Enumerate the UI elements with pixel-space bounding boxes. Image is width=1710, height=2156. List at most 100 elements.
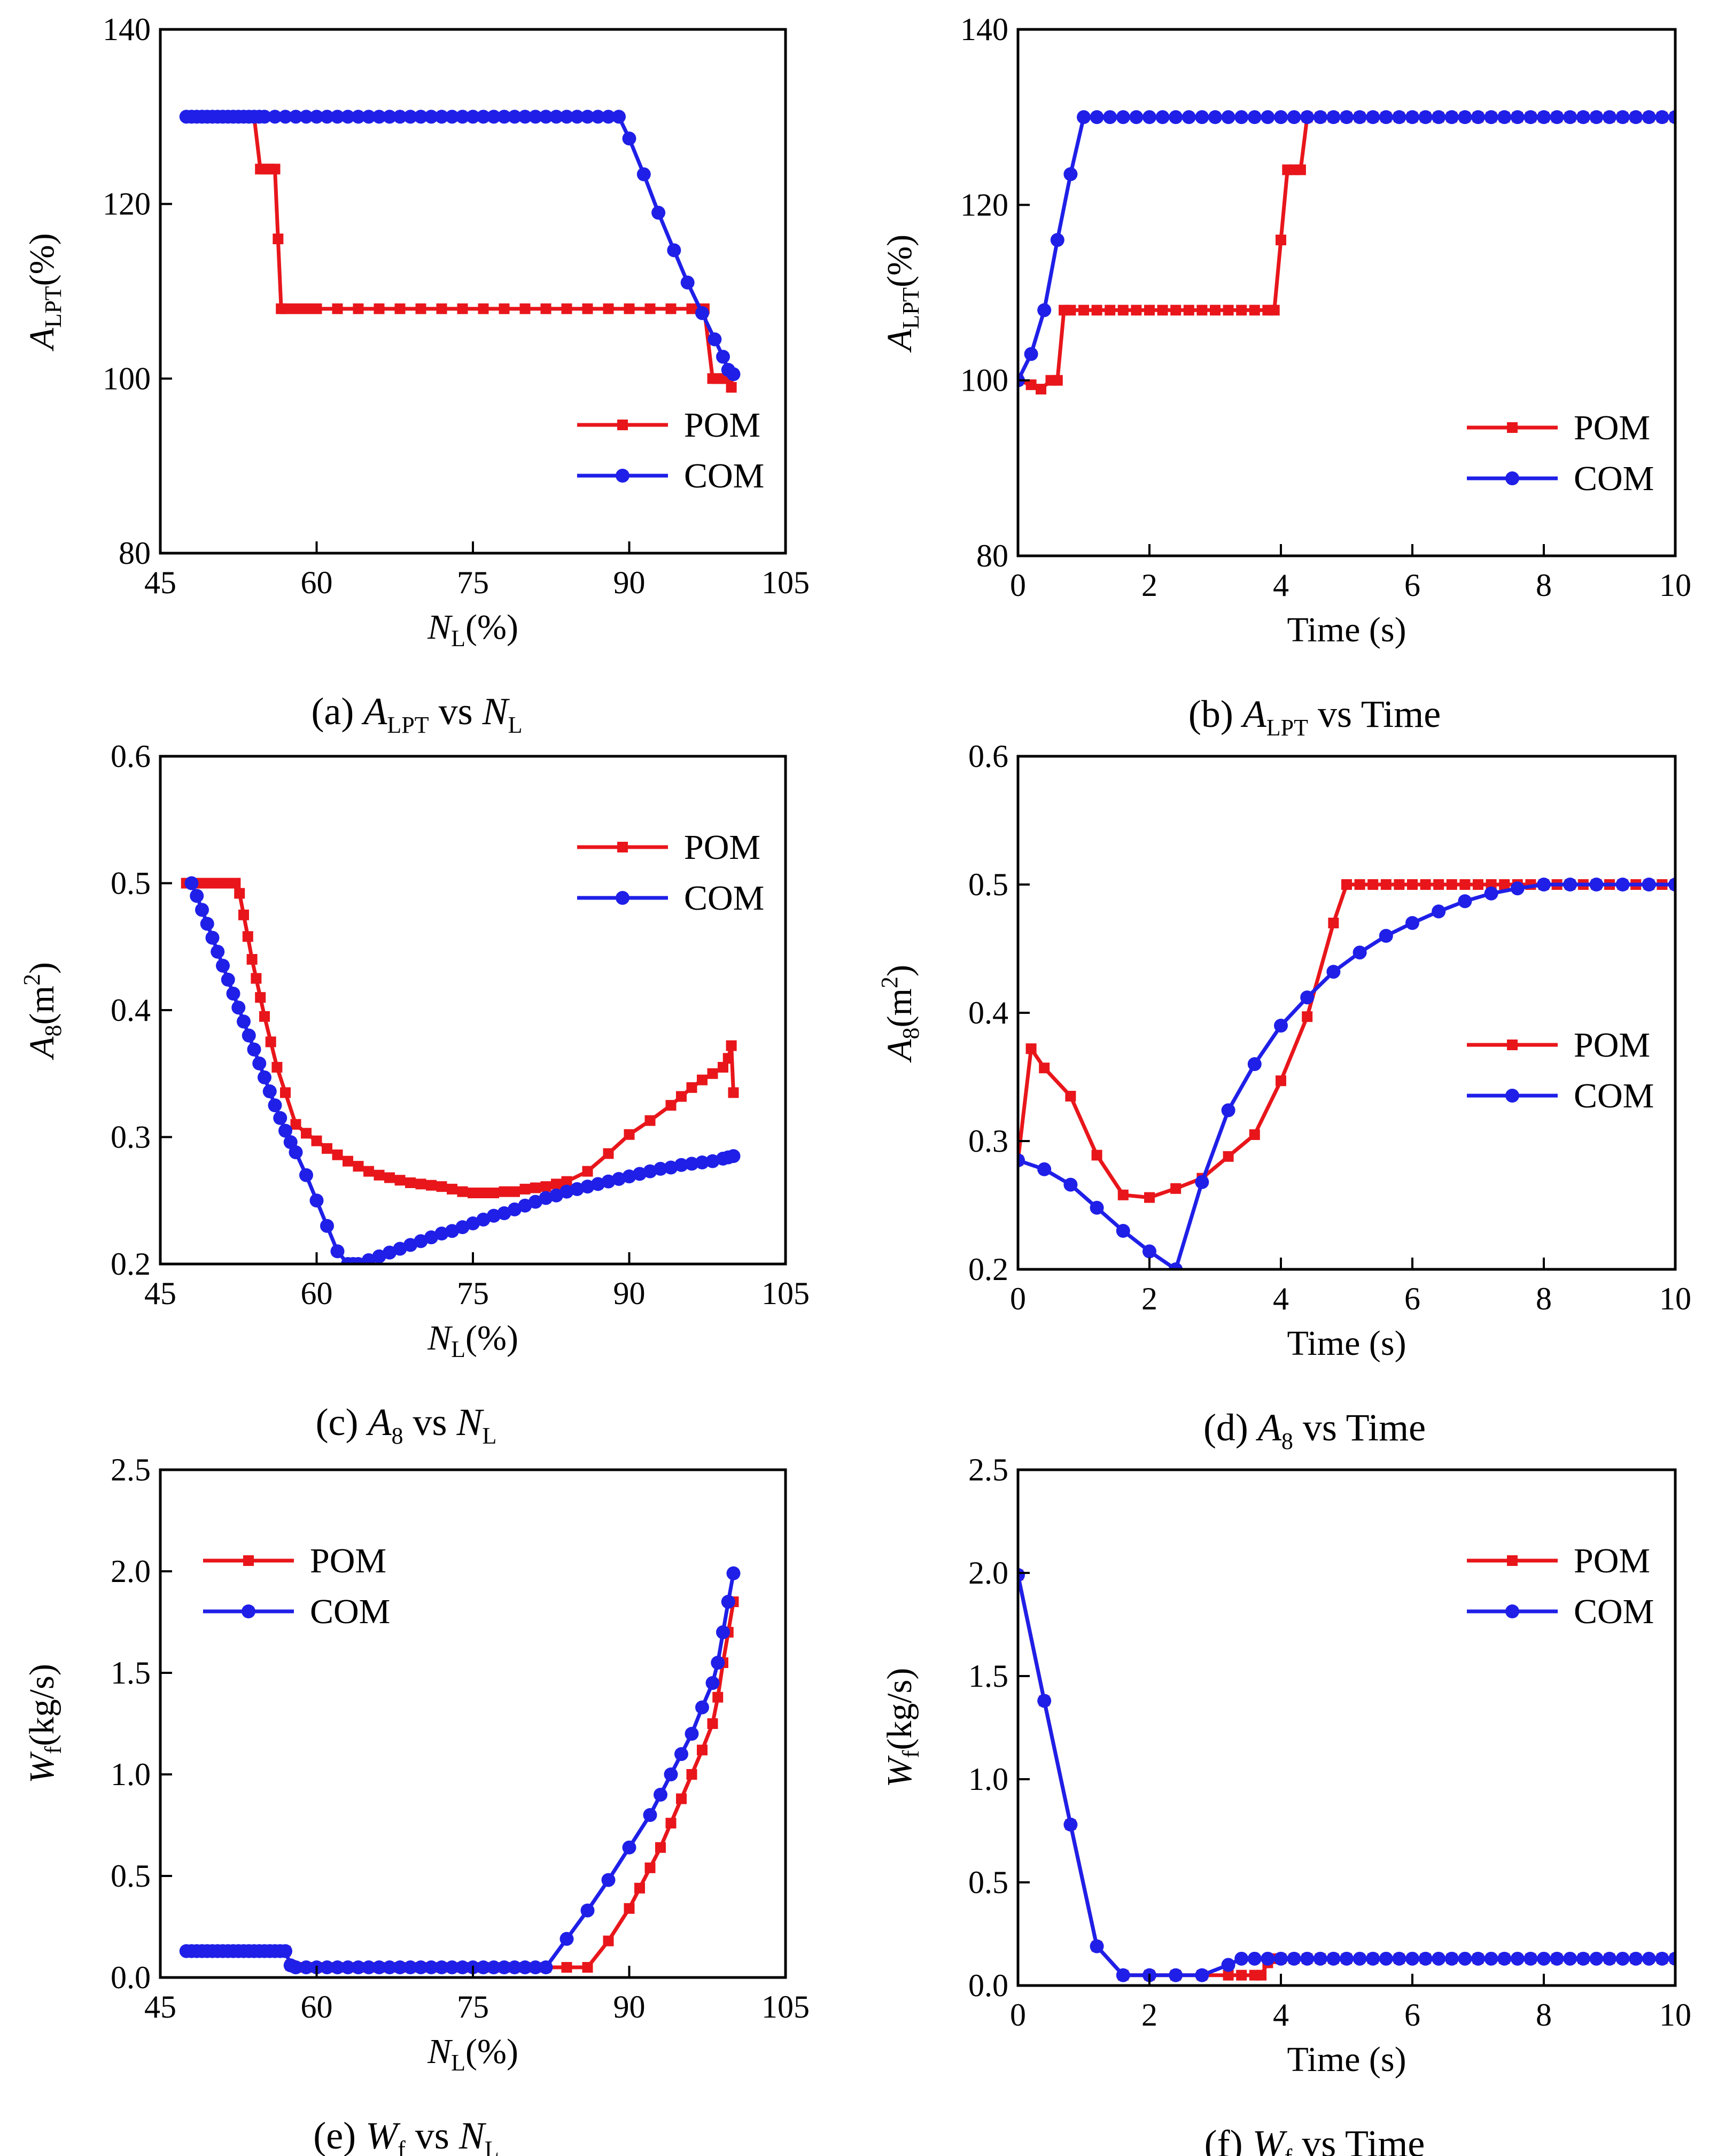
x-axis-label: Time (s) xyxy=(1287,610,1406,649)
data-point-com xyxy=(1313,110,1327,125)
y-axis-label: ALPT(%) xyxy=(22,233,66,352)
data-point-com xyxy=(726,1149,741,1164)
panel-f: 0 2 4 6 8 10 0.0 0.5 1.0 1.5 2.0 2.5 Time (s) Wf(kg/s… xyxy=(880,1452,1691,2156)
x-axis-label: NL(%) xyxy=(427,2032,518,2076)
data-point-com xyxy=(1642,110,1656,125)
x-tick-label: 4 xyxy=(1273,568,1289,603)
data-point-pom xyxy=(1394,879,1405,890)
data-point-com xyxy=(1326,1951,1341,1966)
legend-marker-com xyxy=(242,1604,255,1618)
data-point-pom xyxy=(624,303,635,314)
data-point-com xyxy=(252,1056,267,1071)
data-point-com xyxy=(685,1157,699,1171)
data-point-com xyxy=(1537,110,1551,125)
data-point-com xyxy=(330,110,345,124)
data-point-pom xyxy=(405,1177,416,1188)
data-point-com xyxy=(1261,1951,1275,1966)
data-point-com xyxy=(685,1727,699,1741)
data-point-pom xyxy=(697,1074,708,1085)
data-point-com xyxy=(320,110,334,124)
data-point-com xyxy=(1116,1968,1130,1982)
data-point-com xyxy=(205,930,220,945)
data-point-com xyxy=(1018,1153,1025,1167)
data-point-pom xyxy=(269,164,281,175)
data-point-com xyxy=(1155,110,1170,125)
data-point-com xyxy=(1063,1817,1078,1832)
data-point-com xyxy=(414,1234,428,1248)
data-point-com xyxy=(1195,1968,1209,1982)
data-point-com xyxy=(1182,110,1196,125)
data-point-com xyxy=(424,1230,438,1245)
x-axis-label: NL(%) xyxy=(427,608,518,652)
data-point-com xyxy=(528,1195,542,1209)
series-line-com xyxy=(1018,1575,1675,1977)
data-point-com xyxy=(695,1155,709,1169)
data-point-com xyxy=(372,1249,386,1263)
x-tick-label: 0 xyxy=(1010,568,1026,603)
data-point-com xyxy=(372,1960,386,1974)
data-point-pom xyxy=(1065,305,1076,316)
data-point-pom xyxy=(201,878,213,889)
data-point-pom xyxy=(1256,1969,1267,1981)
series-line-com xyxy=(190,882,734,1264)
data-point-pom xyxy=(1170,1183,1182,1194)
data-point-pom xyxy=(509,1186,520,1197)
data-point-com xyxy=(580,1180,595,1194)
data-point-pom xyxy=(726,1040,737,1051)
data-point-pom xyxy=(1499,879,1510,890)
data-point-com xyxy=(1563,1951,1577,1966)
data-point-pom xyxy=(280,303,291,314)
data-point-pom xyxy=(343,1155,353,1167)
data-point-pom xyxy=(1196,305,1208,316)
data-point-com xyxy=(1353,1951,1367,1966)
data-point-com xyxy=(1274,110,1288,125)
data-point-com xyxy=(1129,110,1144,125)
x-tick-label: 105 xyxy=(761,1989,810,2025)
data-point-com xyxy=(383,1245,397,1260)
y-tick-label: 1.5 xyxy=(111,1655,151,1690)
data-point-pom xyxy=(478,1188,489,1198)
data-point-com xyxy=(1589,110,1604,125)
data-point-com xyxy=(508,1960,522,1974)
data-point-com xyxy=(258,1070,271,1084)
data-point-pom xyxy=(1025,379,1037,390)
data-point-com xyxy=(1432,1951,1446,1966)
data-point-com xyxy=(221,973,235,987)
series-line-com xyxy=(186,114,735,376)
data-point-com xyxy=(362,1960,376,1974)
data-point-pom xyxy=(447,1183,457,1195)
legend-label-com: COM xyxy=(310,1592,390,1631)
data-point-pom xyxy=(1249,1129,1260,1140)
y-tick-label: 0.0 xyxy=(968,1968,1008,2003)
data-point-com xyxy=(1142,1244,1156,1259)
data-point-com xyxy=(383,1960,397,1974)
data-point-pom xyxy=(1144,1192,1155,1203)
x-tick-label: 105 xyxy=(761,565,810,600)
y-tick-label: 0.0 xyxy=(111,1960,151,1995)
data-point-pom xyxy=(1117,305,1129,316)
data-point-com xyxy=(570,110,584,124)
data-point-com xyxy=(539,110,553,124)
data-point-pom xyxy=(499,1186,510,1197)
data-point-pom xyxy=(1117,1189,1129,1200)
data-point-com xyxy=(184,876,199,890)
data-point-com xyxy=(1537,878,1551,891)
y-tick-label: 0.4 xyxy=(111,992,151,1028)
data-point-pom xyxy=(246,954,258,965)
panel-a: 45 60 75 90 105 80 100 120 140 NL(%) ALPT(%) POM COM… xyxy=(22,12,810,738)
data-point-com xyxy=(1629,1951,1643,1966)
data-point-com xyxy=(299,110,313,124)
x-tick-label: 45 xyxy=(144,1989,176,2025)
data-point-pom xyxy=(238,909,249,920)
data-point-pom xyxy=(265,1036,276,1048)
data-point-com xyxy=(1642,1951,1656,1966)
data-point-pom xyxy=(551,1178,562,1190)
x-tick-label: 4 xyxy=(1273,1281,1289,1316)
data-point-pom xyxy=(644,1115,656,1126)
data-point-pom xyxy=(540,303,551,314)
y-tick-label: 1.5 xyxy=(968,1658,1008,1694)
data-point-pom xyxy=(676,1793,687,1804)
series-line-pom xyxy=(191,114,733,388)
data-point-com xyxy=(1603,1951,1616,1966)
y-tick-label: 140 xyxy=(103,12,151,47)
